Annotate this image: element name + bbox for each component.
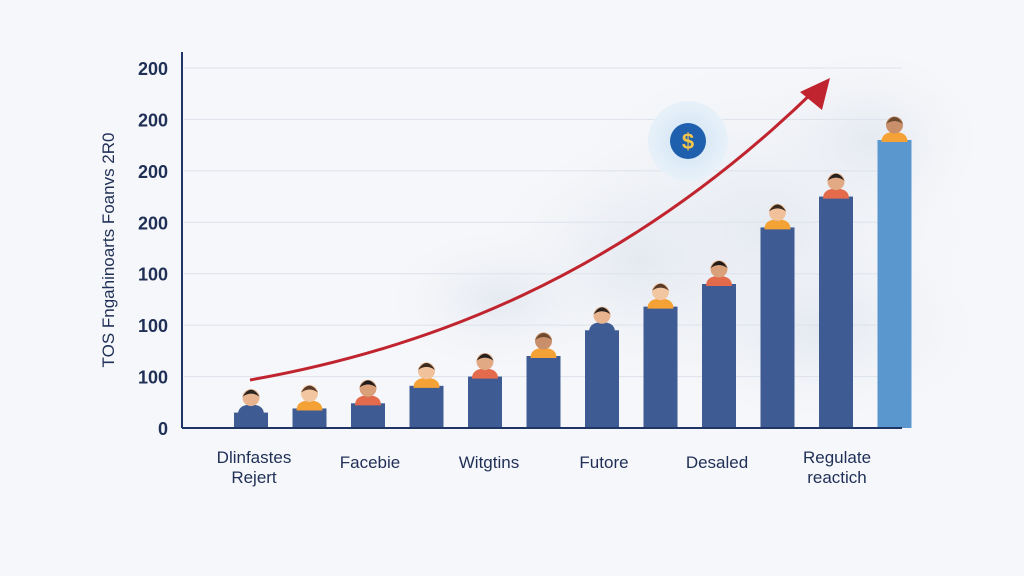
bar	[877, 140, 912, 428]
person-avatar-icon	[823, 173, 849, 199]
bar	[292, 408, 327, 428]
y-tick-label: 200	[138, 59, 168, 79]
x-tick-label: Regulate reactich	[803, 448, 871, 487]
person-avatar-icon	[647, 283, 674, 309]
person-avatar-icon	[472, 353, 498, 379]
person-avatar-icon	[589, 306, 615, 333]
y-tick-label: 0	[158, 419, 168, 439]
y-tick-labels: 0 100 100 100 200 200 200 200	[138, 59, 168, 439]
person-avatar-icon	[706, 260, 732, 286]
x-tick-label: Desaled	[686, 453, 748, 472]
x-tick-label: Futore	[579, 453, 628, 472]
cloud-3	[390, 230, 610, 370]
y-tick-label: 200	[138, 213, 168, 233]
x-tick-label: Witgtins	[459, 453, 519, 472]
axes	[181, 52, 902, 429]
person-avatar-icon	[296, 384, 323, 411]
y-tick-label: 100	[138, 265, 168, 285]
person-avatar-icon	[764, 203, 791, 230]
dollar-coin-icon: $	[648, 101, 728, 181]
y-axis-label: TOS Fngahinoarts Foanvs 2R0	[99, 133, 118, 368]
trend-line	[249, 88, 817, 382]
x-tick-labels: Dlinfastes Rejert Facebie Witgtins Futore Des…	[217, 448, 871, 487]
person-avatar-icon	[355, 379, 381, 406]
bar	[526, 356, 561, 428]
bar	[643, 306, 678, 428]
bar	[819, 196, 853, 428]
bar	[702, 284, 736, 428]
y-tick-label: 200	[138, 110, 168, 130]
bars	[234, 140, 912, 428]
bar	[234, 412, 268, 428]
person-avatar-icon	[238, 389, 264, 415]
coin-body	[670, 123, 706, 159]
bar	[585, 330, 619, 428]
bar	[409, 385, 444, 428]
dollar-sign: $	[682, 129, 694, 154]
person-avatar-icon	[530, 332, 557, 358]
y-tick-label: 100	[138, 316, 168, 336]
bar	[760, 227, 795, 428]
trend-arrowhead	[800, 78, 830, 110]
person-avatar-icon	[413, 362, 440, 388]
x-tick-label: Dlinfastes Rejert	[217, 448, 292, 487]
x-tick-label: Facebie	[340, 453, 400, 472]
cloud-2	[760, 50, 980, 230]
avatars	[238, 116, 908, 415]
person-avatar-icon	[881, 116, 908, 142]
bar	[468, 376, 502, 428]
y-tick-label: 100	[138, 368, 168, 388]
trend-arrow	[249, 78, 830, 382]
y-tick-label: 200	[138, 162, 168, 182]
bar	[351, 403, 385, 428]
